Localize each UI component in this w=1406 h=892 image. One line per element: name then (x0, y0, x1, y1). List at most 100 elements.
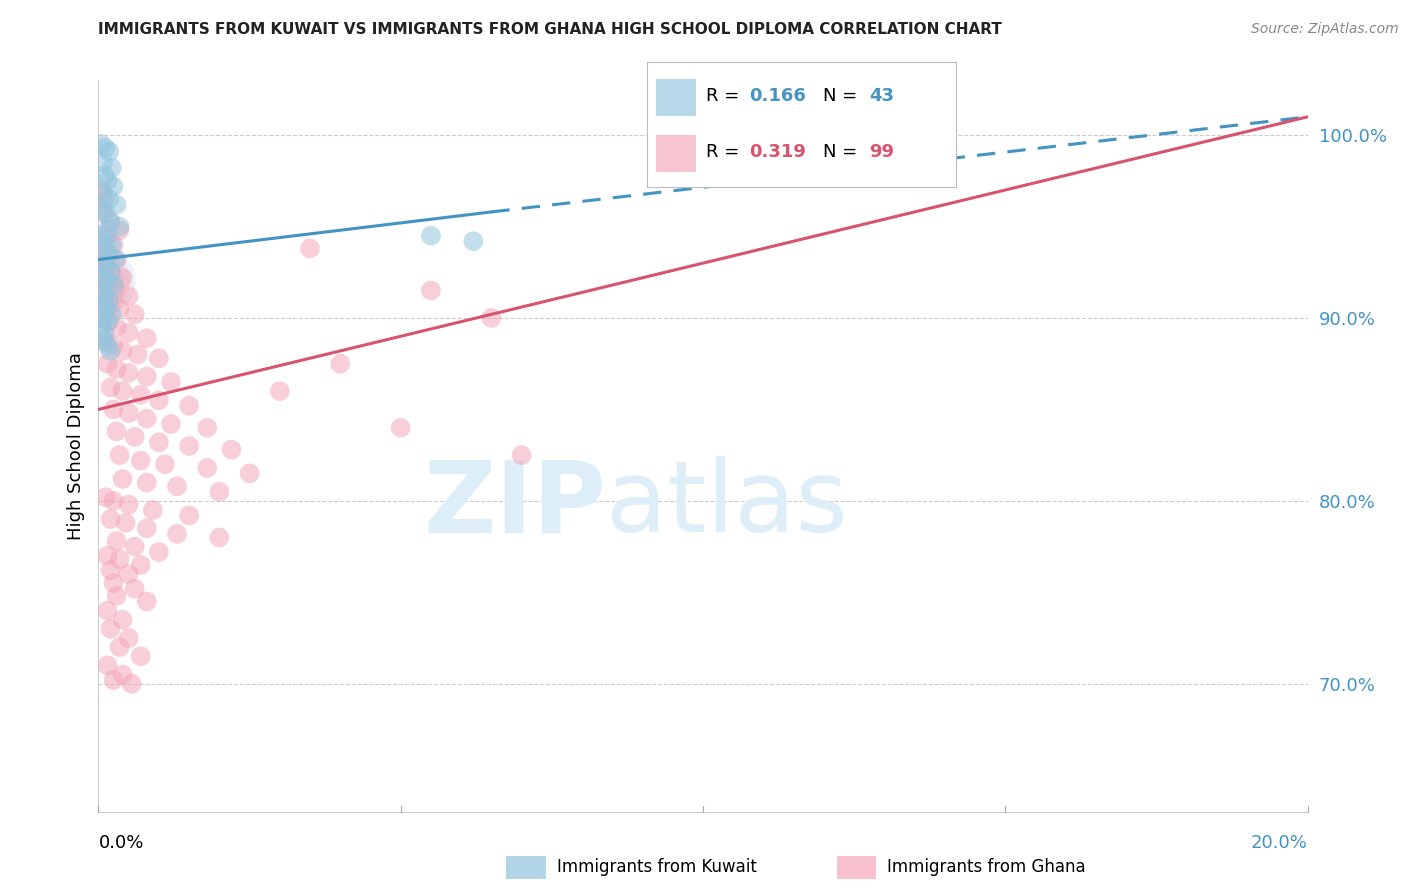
Text: R =: R = (706, 144, 745, 161)
Point (114, 516, 136, 530)
Point (103, 338, 125, 352)
Text: 99: 99 (869, 144, 894, 161)
Point (90, 256, 112, 270)
Point (118, 567, 141, 582)
Point (90, 275, 112, 289)
Point (111, 343, 134, 358)
Point (239, 467, 262, 481)
Point (118, 289, 141, 303)
Point (96, 174, 118, 188)
Point (103, 278, 125, 293)
Point (100, 622, 122, 636)
Point (179, 508, 201, 523)
Point (108, 301, 131, 316)
Text: atlas: atlas (606, 456, 848, 553)
Point (90, 183, 112, 197)
Point (127, 348, 149, 362)
Text: 43: 43 (869, 87, 894, 105)
Point (94, 293, 117, 307)
Point (481, 311, 503, 326)
Text: Source: ZipAtlas.com: Source: ZipAtlas.com (1251, 22, 1399, 37)
Point (105, 589, 128, 603)
Point (96, 658, 118, 673)
Point (104, 284, 127, 298)
Point (208, 531, 231, 545)
Point (93, 326, 115, 340)
Bar (657, 78, 696, 116)
Point (148, 545, 170, 559)
Point (299, 242, 322, 256)
Point (148, 351, 170, 366)
Point (100, 214, 122, 228)
Point (90, 228, 112, 243)
Point (135, 369, 157, 384)
Point (118, 406, 141, 420)
Point (96, 549, 118, 563)
Bar (657, 135, 696, 172)
Point (90, 275, 112, 289)
Point (96, 338, 118, 352)
Point (166, 479, 188, 493)
Point (98, 278, 121, 293)
Text: Immigrants from Kuwait: Immigrants from Kuwait (557, 858, 756, 876)
Point (103, 576, 125, 591)
Point (129, 388, 152, 402)
Point (111, 472, 134, 486)
Point (90, 202, 112, 216)
Point (96, 275, 118, 289)
Point (118, 631, 141, 645)
Point (389, 421, 412, 435)
Point (108, 223, 131, 237)
Point (94, 490, 117, 504)
Point (111, 667, 134, 681)
Point (100, 296, 122, 310)
Text: ZIP: ZIP (423, 456, 606, 553)
Point (111, 613, 134, 627)
Text: N =: N = (823, 144, 863, 161)
Point (124, 307, 146, 321)
Point (90, 320, 112, 334)
Point (93, 169, 115, 183)
Point (96, 228, 118, 243)
Point (179, 399, 201, 413)
Point (135, 475, 157, 490)
Point (160, 375, 183, 389)
Point (160, 417, 183, 431)
Text: 0.319: 0.319 (749, 144, 806, 161)
Point (420, 228, 443, 243)
Point (269, 384, 291, 399)
Point (103, 494, 125, 508)
Point (108, 448, 131, 462)
Text: N =: N = (823, 87, 863, 105)
Text: R =: R = (706, 87, 745, 105)
Point (96, 604, 118, 618)
Point (135, 411, 157, 425)
Point (93, 234, 115, 248)
Point (91, 186, 114, 201)
Point (135, 521, 157, 535)
Point (111, 384, 134, 399)
Point (100, 161, 122, 175)
Point (91, 155, 114, 169)
Point (96, 357, 118, 371)
Point (96, 247, 118, 261)
Point (91, 311, 114, 326)
Point (118, 366, 141, 380)
Point (91, 242, 114, 256)
Point (98, 192, 121, 206)
Point (100, 265, 122, 279)
Point (124, 540, 146, 554)
Point (121, 677, 143, 691)
Point (108, 640, 131, 655)
Point (153, 458, 176, 472)
Point (103, 179, 125, 194)
Point (94, 141, 117, 155)
Point (100, 563, 122, 577)
Text: 0.0%: 0.0% (98, 834, 143, 852)
Point (510, 448, 533, 462)
Point (105, 425, 128, 439)
Point (90, 275, 112, 289)
Point (93, 192, 115, 206)
Point (96, 315, 118, 329)
Point (844, 137, 866, 152)
